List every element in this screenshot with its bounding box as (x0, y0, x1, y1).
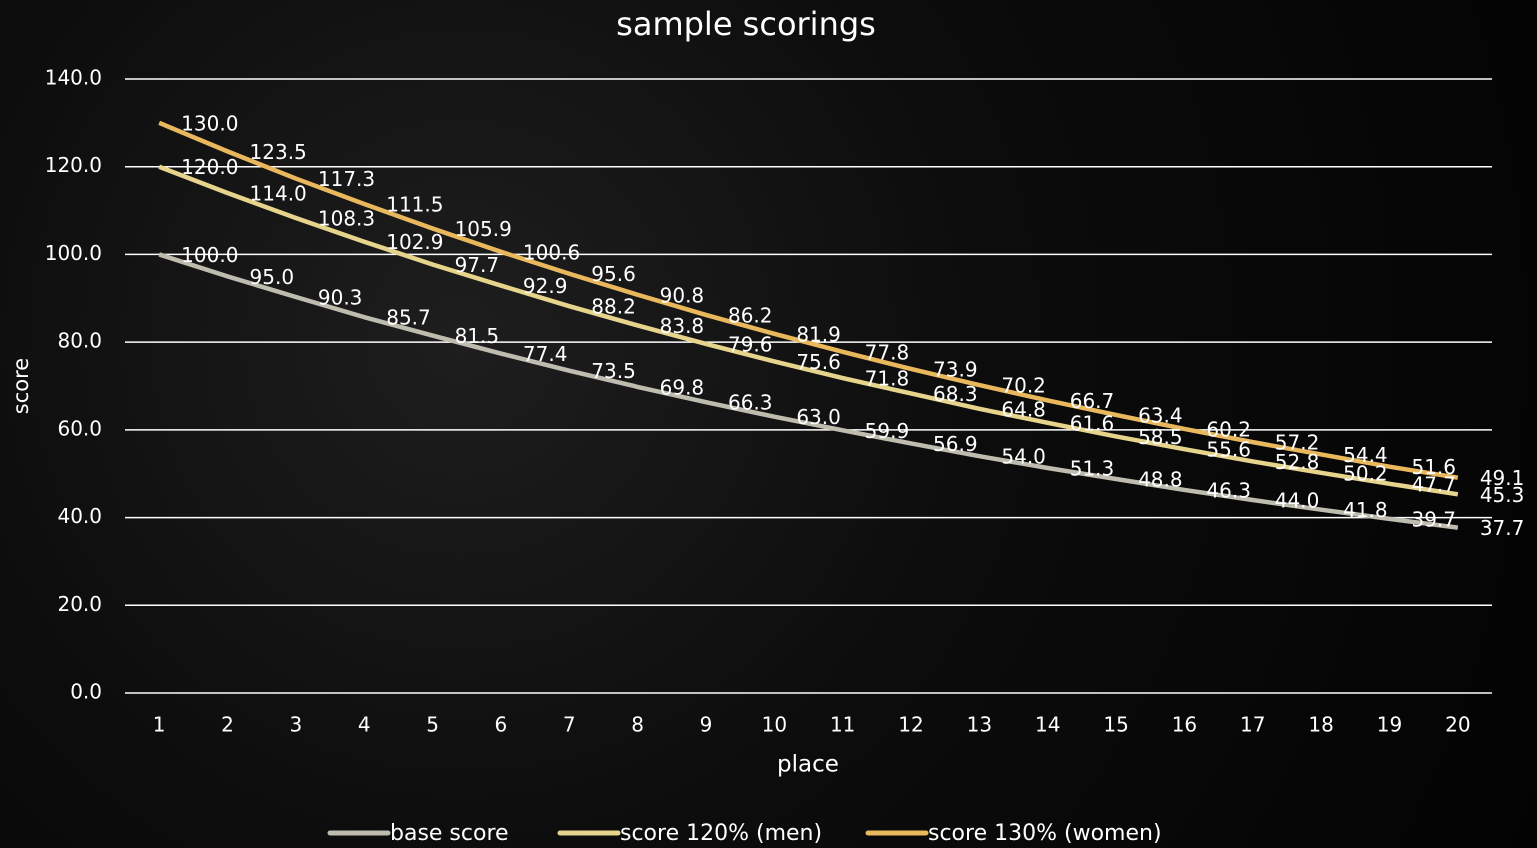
data-label: 51.6 (1411, 455, 1456, 479)
y-axis-label: score (9, 358, 33, 414)
x-tick-label: 8 (631, 713, 644, 737)
data-label: 69.8 (660, 375, 705, 399)
x-tick-label: 11 (830, 713, 855, 737)
data-label: 105.9 (455, 217, 512, 241)
series-line (158, 164, 1459, 497)
data-label: 60.2 (1206, 417, 1251, 441)
series-line (158, 120, 1459, 480)
data-label: 130.0 (181, 111, 238, 135)
data-label: 45.3 (1480, 483, 1525, 507)
data-label: 90.3 (318, 285, 363, 309)
data-label: 75.6 (796, 350, 841, 374)
data-label: 55.6 (1206, 438, 1251, 462)
data-label: 63.0 (796, 405, 841, 429)
data-label: 77.4 (523, 342, 568, 366)
data-label: 61.6 (1070, 411, 1115, 435)
x-tick-label: 18 (1308, 713, 1333, 737)
legend-label: score 130% (women) (928, 821, 1162, 846)
data-label: 86.2 (728, 303, 773, 327)
data-label: 47.7 (1411, 472, 1456, 496)
y-tick-label: 100.0 (45, 241, 102, 265)
data-label: 73.5 (591, 359, 636, 383)
data-label: 95.0 (250, 265, 295, 289)
data-label: 37.7 (1480, 516, 1525, 540)
x-tick-label: 16 (1172, 713, 1197, 737)
legend-label: base score (390, 821, 509, 846)
y-tick-label: 140.0 (45, 66, 102, 90)
data-label: 54.0 (1001, 445, 1046, 469)
data-label: 64.8 (1001, 397, 1046, 421)
x-tick-label: 4 (358, 713, 371, 737)
data-label: 49.1 (1480, 466, 1525, 490)
data-label: 81.5 (455, 324, 500, 348)
data-label: 70.2 (1001, 374, 1046, 398)
x-tick-label: 7 (563, 713, 576, 737)
data-label: 58.5 (1138, 425, 1183, 449)
data-label: 59.9 (865, 419, 910, 443)
data-label: 90.8 (660, 283, 705, 307)
x-tick-label: 10 (762, 713, 787, 737)
data-label: 66.3 (728, 391, 773, 415)
x-tick-label: 20 (1445, 713, 1470, 737)
x-tick-label: 6 (495, 713, 508, 737)
data-label: 68.3 (933, 382, 978, 406)
x-tick-label: 17 (1240, 713, 1265, 737)
y-tick-label: 120.0 (45, 153, 102, 177)
y-tick-label: 0.0 (70, 680, 102, 704)
x-tick-label: 1 (153, 713, 166, 737)
series-line (158, 252, 1459, 530)
data-label: 120.0 (181, 155, 238, 179)
x-axis-label: place (777, 752, 839, 778)
y-tick-label: 40.0 (57, 504, 102, 528)
data-label: 85.7 (386, 306, 431, 330)
data-label: 79.6 (728, 332, 773, 356)
data-label: 88.2 (591, 295, 636, 319)
y-tick-label: 60.0 (57, 416, 102, 440)
data-label: 71.8 (865, 367, 910, 391)
y-tick-label: 80.0 (57, 329, 102, 353)
data-label: 102.9 (386, 230, 443, 254)
x-tick-label: 13 (967, 713, 992, 737)
data-label: 50.2 (1343, 461, 1388, 485)
data-label: 48.8 (1138, 467, 1183, 491)
x-tick-label: 2 (221, 713, 234, 737)
data-label: 111.5 (386, 192, 443, 216)
data-label: 95.6 (591, 262, 636, 286)
data-label: 41.8 (1343, 498, 1388, 522)
chart-title: sample scorings (616, 5, 876, 43)
data-label: 66.7 (1070, 389, 1115, 413)
data-label: 92.9 (523, 274, 568, 298)
data-label: 39.7 (1411, 507, 1456, 531)
x-tick-label: 14 (1035, 713, 1060, 737)
data-label: 51.3 (1070, 457, 1115, 481)
data-label: 57.2 (1275, 431, 1320, 455)
data-label: 63.4 (1138, 403, 1183, 427)
data-label: 83.8 (660, 314, 705, 338)
data-label: 56.9 (933, 432, 978, 456)
data-label: 108.3 (318, 207, 375, 231)
data-label: 46.3 (1206, 478, 1251, 502)
legend-label: score 120% (men) (620, 821, 822, 846)
x-tick-label: 3 (290, 713, 303, 737)
x-tick-label: 5 (426, 713, 439, 737)
y-tick-label: 20.0 (57, 592, 102, 616)
data-label: 100.6 (523, 240, 580, 264)
data-label: 114.0 (250, 182, 307, 206)
x-tick-label: 15 (1103, 713, 1128, 737)
x-tick-label: 19 (1377, 713, 1402, 737)
data-label: 44.0 (1275, 489, 1320, 513)
data-label: 73.9 (933, 357, 978, 381)
data-label: 100.0 (181, 243, 238, 267)
data-label: 81.9 (796, 322, 841, 346)
data-label: 97.7 (455, 253, 500, 277)
data-label: 77.8 (865, 340, 910, 364)
data-label: 54.4 (1343, 443, 1388, 467)
data-label: 117.3 (318, 167, 375, 191)
x-tick-label: 9 (700, 713, 713, 737)
data-label: 52.8 (1275, 450, 1320, 474)
data-label: 123.5 (250, 140, 307, 164)
x-tick-label: 12 (898, 713, 923, 737)
